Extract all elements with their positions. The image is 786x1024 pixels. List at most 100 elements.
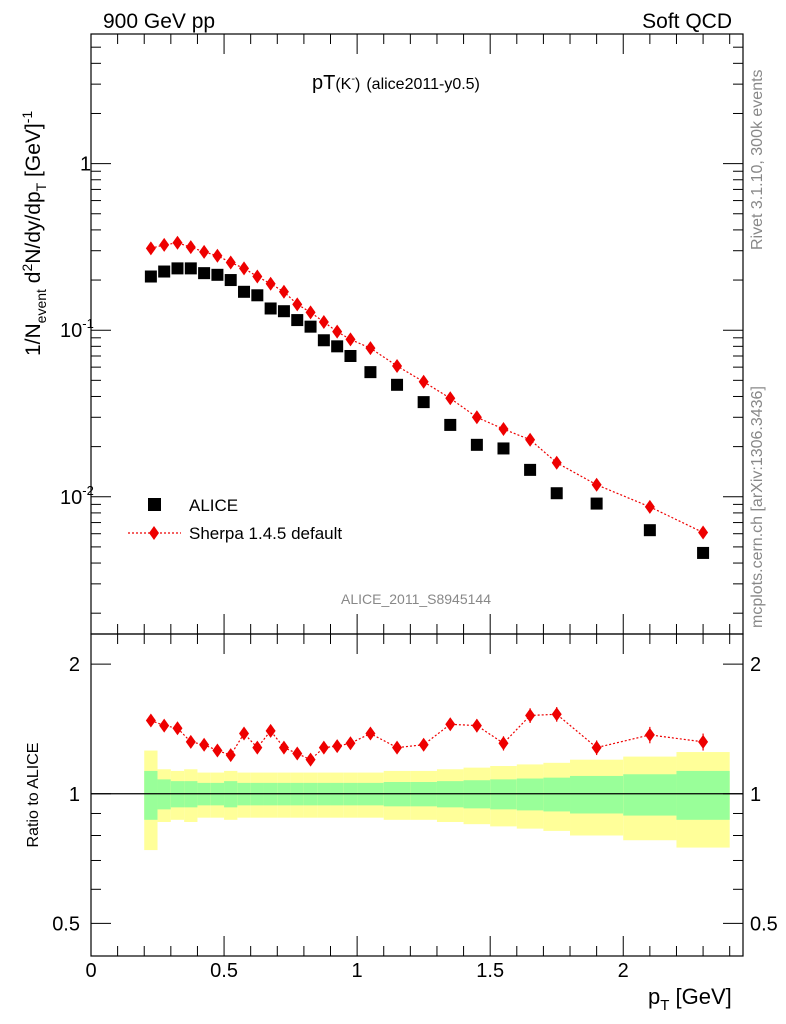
ratio-panel: 0.5 0.5 1 1 2 2 0 0.5 1 1.5 2 bbox=[52, 633, 778, 982]
plot-title-close: ) bbox=[355, 76, 360, 93]
main-panel: 1 10-1 10-2 bbox=[60, 33, 744, 635]
mc-point bbox=[159, 237, 170, 252]
data-point bbox=[304, 320, 317, 333]
ratio-mc-point bbox=[591, 740, 602, 755]
data-point bbox=[144, 270, 157, 283]
xlabel: pT [GeV] bbox=[648, 984, 732, 1014]
header-right: Soft QCD bbox=[642, 10, 732, 33]
mc-point bbox=[145, 241, 156, 256]
ratio-mc-point bbox=[265, 723, 276, 738]
band-inner bbox=[490, 779, 517, 810]
mc-point bbox=[292, 297, 303, 312]
main-axis-ticks: 1 10-1 10-2 bbox=[60, 33, 743, 634]
plot-title-paren: (K bbox=[335, 76, 351, 93]
ratio-ytick-label-right: 1 bbox=[750, 784, 761, 806]
ratio-mc-point bbox=[318, 740, 329, 755]
xtick-label: 1 bbox=[352, 960, 363, 982]
legend-mc-label: Sherpa 1.4.5 default bbox=[189, 524, 342, 543]
band-inner bbox=[543, 777, 571, 812]
data-point bbox=[264, 302, 277, 315]
band-inner bbox=[570, 775, 624, 814]
main-ytick-label: 10-1 bbox=[60, 316, 94, 342]
data-point bbox=[550, 487, 563, 500]
ratio-mc-point bbox=[698, 734, 709, 749]
mc-point bbox=[591, 477, 602, 492]
mc-line bbox=[150, 242, 704, 534]
data-point bbox=[277, 305, 290, 318]
band-inner bbox=[516, 778, 544, 811]
data-point bbox=[251, 289, 264, 302]
ratio-mc-point bbox=[471, 718, 482, 733]
data-point bbox=[238, 285, 251, 298]
main-frame bbox=[90, 33, 744, 635]
mc-point bbox=[471, 410, 482, 425]
mc-point bbox=[525, 432, 536, 447]
xtick-label: 1.5 bbox=[476, 960, 504, 982]
ratio-frame bbox=[90, 633, 744, 957]
mc-point bbox=[265, 276, 276, 291]
ratio-mc-point bbox=[278, 740, 289, 755]
mc-point bbox=[332, 324, 343, 339]
plot-title: pT(K-) (alice2011-y0.5) bbox=[312, 72, 480, 94]
mc-point bbox=[418, 374, 429, 389]
legend: ALICE Sherpa 1.4.5 default bbox=[128, 496, 342, 543]
data-point bbox=[497, 442, 510, 455]
data-point bbox=[291, 314, 304, 327]
ratio-mc-point bbox=[418, 737, 429, 752]
data-point bbox=[198, 267, 211, 280]
ratio-mc-line bbox=[150, 713, 704, 761]
data-point bbox=[444, 418, 457, 431]
ratio-ylabel: Ratio to ALICE bbox=[25, 743, 42, 848]
mc-point bbox=[698, 525, 709, 540]
band-inner bbox=[157, 779, 171, 810]
band-inner bbox=[676, 770, 730, 820]
ratio-mc-point bbox=[292, 746, 303, 761]
header-left: 900 GeV pp bbox=[103, 10, 215, 33]
ratio-mc-point bbox=[365, 726, 376, 741]
mc-point bbox=[212, 248, 223, 263]
data-point bbox=[470, 438, 483, 451]
data-point bbox=[364, 366, 377, 379]
mc-point bbox=[365, 341, 376, 356]
ratio-mc-point bbox=[159, 718, 170, 733]
mc-point bbox=[239, 261, 250, 276]
legend-data-label: ALICE bbox=[189, 496, 238, 515]
plot-title-main: pT bbox=[312, 72, 335, 94]
ratio-mc-point bbox=[305, 752, 316, 767]
ratio-mc-point bbox=[252, 740, 263, 755]
plot-title-sup: - bbox=[351, 73, 355, 85]
xtick-label: 0 bbox=[85, 960, 96, 982]
mc-point bbox=[498, 422, 509, 437]
ratio-mc-point bbox=[225, 748, 236, 763]
band-inner bbox=[623, 774, 677, 816]
xtick-label: 0.5 bbox=[210, 960, 238, 982]
ratio-ytick-label: 0.5 bbox=[52, 913, 80, 935]
ratio-ytick-label: 2 bbox=[69, 654, 80, 676]
ratio-mc-point bbox=[332, 739, 343, 754]
legend-mc-marker bbox=[149, 526, 159, 540]
data-point bbox=[184, 262, 197, 275]
data-point bbox=[344, 349, 357, 362]
mc-point bbox=[199, 244, 210, 259]
ratio-axis-ticks: 0.5 0.5 1 1 2 2 0 0.5 1 1.5 2 bbox=[52, 634, 778, 982]
data-point bbox=[211, 268, 224, 281]
ratio-ytick-label: 1 bbox=[69, 784, 80, 806]
ratio-mc-point bbox=[498, 736, 509, 751]
ratio-mc-point bbox=[644, 727, 655, 742]
ratio-mc-point bbox=[345, 736, 356, 751]
mc-point bbox=[345, 332, 356, 347]
mc-point bbox=[225, 255, 236, 270]
ratio-mc-point bbox=[199, 737, 210, 752]
data-series bbox=[144, 262, 710, 559]
mc-point bbox=[185, 240, 196, 255]
mc-point bbox=[252, 269, 263, 284]
ratio-mc-point bbox=[392, 740, 403, 755]
mc-series bbox=[145, 235, 709, 540]
mc-point bbox=[551, 455, 562, 470]
data-point bbox=[391, 378, 404, 391]
mc-point bbox=[305, 305, 316, 320]
mc-point bbox=[392, 358, 403, 373]
mc-point bbox=[644, 499, 655, 514]
ratio-ytick-label-right: 0.5 bbox=[750, 913, 778, 935]
